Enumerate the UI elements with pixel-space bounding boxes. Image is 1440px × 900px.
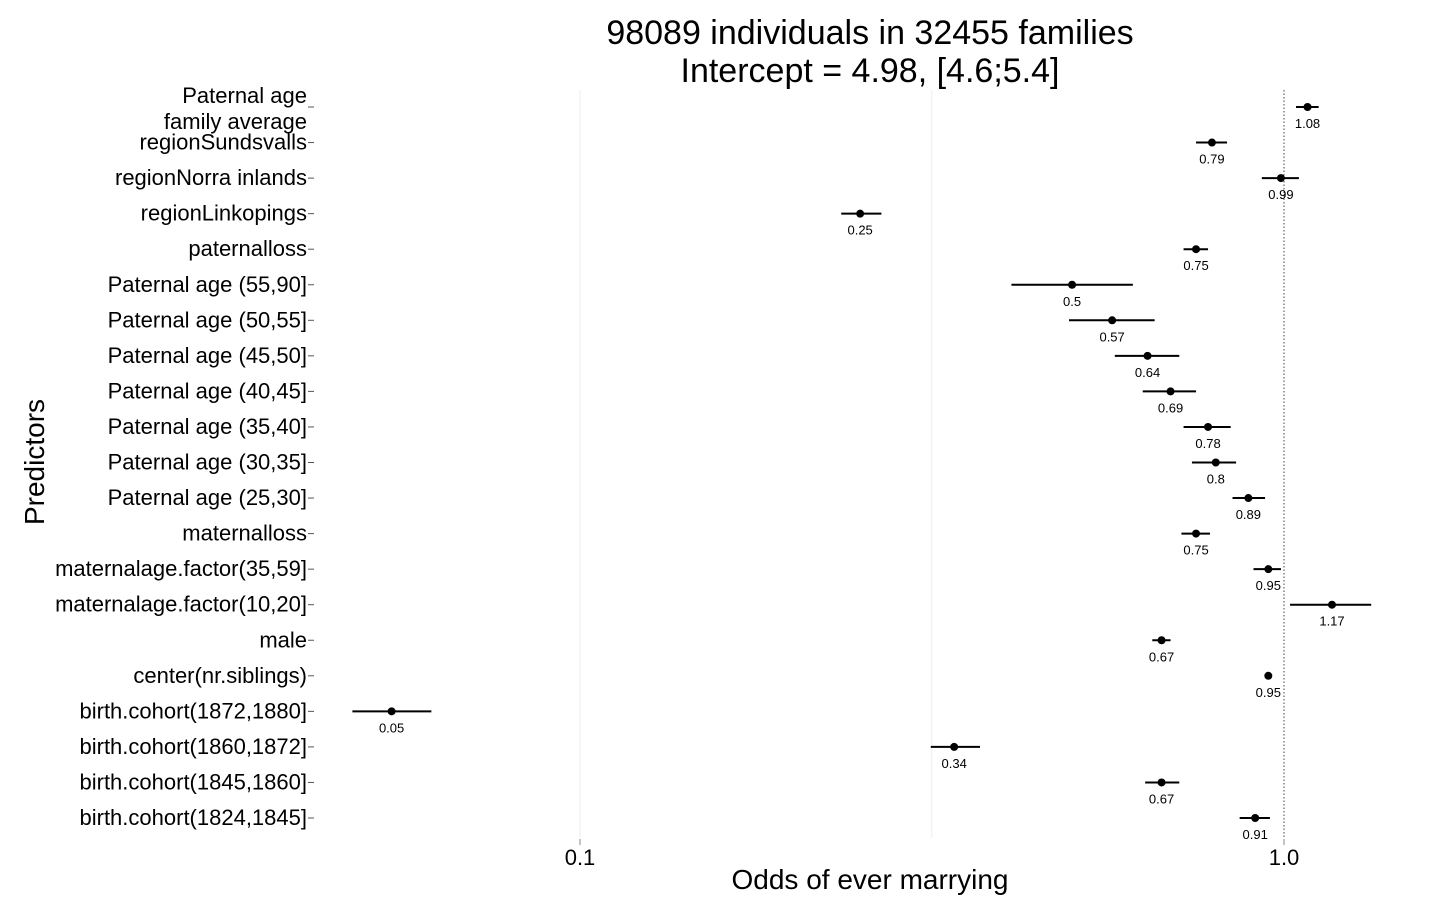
value-label: 0.64 bbox=[1135, 365, 1160, 380]
point-estimate bbox=[1192, 529, 1201, 538]
point-estimate bbox=[1276, 174, 1285, 183]
category-label: birth.cohort(1845,1860] bbox=[80, 769, 308, 794]
x-tick-label: 1.0 bbox=[1269, 845, 1300, 870]
category-label: family average bbox=[164, 109, 307, 134]
category-label: male bbox=[259, 627, 307, 652]
value-label: 0.57 bbox=[1099, 329, 1124, 344]
value-label: 0.5 bbox=[1063, 294, 1081, 309]
category-label: birth.cohort(1872,1880] bbox=[80, 698, 308, 723]
point-estimate bbox=[1207, 138, 1216, 147]
point-estimate bbox=[1157, 636, 1166, 645]
category-label: Paternal age (45,50] bbox=[108, 343, 307, 368]
point-estimate bbox=[1192, 245, 1201, 254]
category-label: birth.cohort(1824,1845] bbox=[80, 805, 308, 830]
category-label: center(nr.siblings) bbox=[133, 663, 307, 688]
value-label: 1.08 bbox=[1295, 116, 1320, 131]
category-label: regionSundsvalls bbox=[139, 130, 307, 155]
point-estimate bbox=[1166, 387, 1175, 396]
estimate-marks: 1.08 0.79 0.99 0.25 0.75 0.5 0.57 0.64 0.69 0.78 0… bbox=[352, 103, 1372, 842]
gridlines bbox=[579, 90, 1285, 838]
chart-title-line: 98089 individuals in 32455 families bbox=[606, 14, 1133, 52]
value-label: 0.34 bbox=[942, 756, 967, 771]
value-label: 0.69 bbox=[1158, 400, 1183, 415]
value-label: 0.95 bbox=[1256, 685, 1281, 700]
category-label: Paternal age (40,45] bbox=[108, 378, 307, 403]
category-label: paternalloss bbox=[188, 236, 307, 261]
point-estimate bbox=[1244, 494, 1253, 503]
category-label: Paternal age (55,90] bbox=[108, 272, 307, 297]
point-estimate bbox=[1251, 814, 1260, 822]
point-estimate bbox=[1328, 600, 1337, 609]
point-estimate bbox=[1108, 316, 1117, 325]
point-estimate bbox=[1264, 565, 1273, 574]
y-axis-title: Predictors bbox=[19, 399, 50, 525]
value-label: 0.99 bbox=[1268, 187, 1293, 202]
value-label: 0.25 bbox=[847, 223, 872, 238]
value-label: 0.67 bbox=[1149, 791, 1174, 806]
category-label: Paternal age (25,30] bbox=[108, 485, 307, 510]
category-label: regionLinkopings bbox=[141, 201, 307, 226]
value-label: 0.95 bbox=[1256, 578, 1281, 593]
category-label: maternalage.factor(35,59] bbox=[55, 556, 307, 581]
chart-title: 98089 individuals in 32455 familiesInter… bbox=[606, 14, 1133, 90]
category-label: maternalage.factor(10,20] bbox=[55, 592, 307, 617]
point-estimate bbox=[1204, 422, 1213, 431]
value-label: 0.05 bbox=[379, 720, 404, 735]
category-label: regionNorra inlands bbox=[115, 165, 307, 190]
value-label: 0.79 bbox=[1199, 152, 1224, 167]
point-estimate bbox=[1211, 458, 1220, 467]
point-estimate bbox=[1303, 103, 1312, 111]
point-estimate bbox=[387, 707, 396, 716]
value-label: 0.75 bbox=[1183, 543, 1208, 558]
value-label: 0.75 bbox=[1183, 258, 1208, 273]
x-axis-title: Odds of ever marrying bbox=[732, 864, 1009, 895]
point-estimate bbox=[856, 209, 865, 218]
x-axis: 0.1 1.0 bbox=[565, 839, 1300, 870]
category-label: Paternal age (30,35] bbox=[108, 450, 307, 475]
point-estimate bbox=[1157, 778, 1166, 787]
category-label: Paternal age (35,40] bbox=[108, 414, 307, 439]
value-label: 0.89 bbox=[1236, 507, 1261, 522]
point-estimate bbox=[950, 742, 959, 751]
category-label: maternalloss bbox=[182, 521, 307, 546]
value-label: 0.8 bbox=[1207, 472, 1225, 487]
category-label: Paternal age bbox=[182, 83, 307, 108]
value-label: 0.67 bbox=[1149, 649, 1174, 664]
point-estimate bbox=[1068, 280, 1077, 289]
category-label: Paternal age (50,55] bbox=[108, 307, 307, 332]
point-estimate bbox=[1143, 351, 1152, 360]
value-label: 0.91 bbox=[1243, 827, 1268, 842]
x-tick-label: 0.1 bbox=[565, 845, 596, 870]
value-label: 1.17 bbox=[1319, 614, 1344, 629]
point-estimate bbox=[1264, 671, 1273, 680]
category-label: birth.cohort(1860,1872] bbox=[80, 734, 308, 759]
value-label: 0.78 bbox=[1195, 436, 1220, 451]
chart-title-line: Intercept = 4.98, [4.6;5.4] bbox=[681, 52, 1060, 90]
